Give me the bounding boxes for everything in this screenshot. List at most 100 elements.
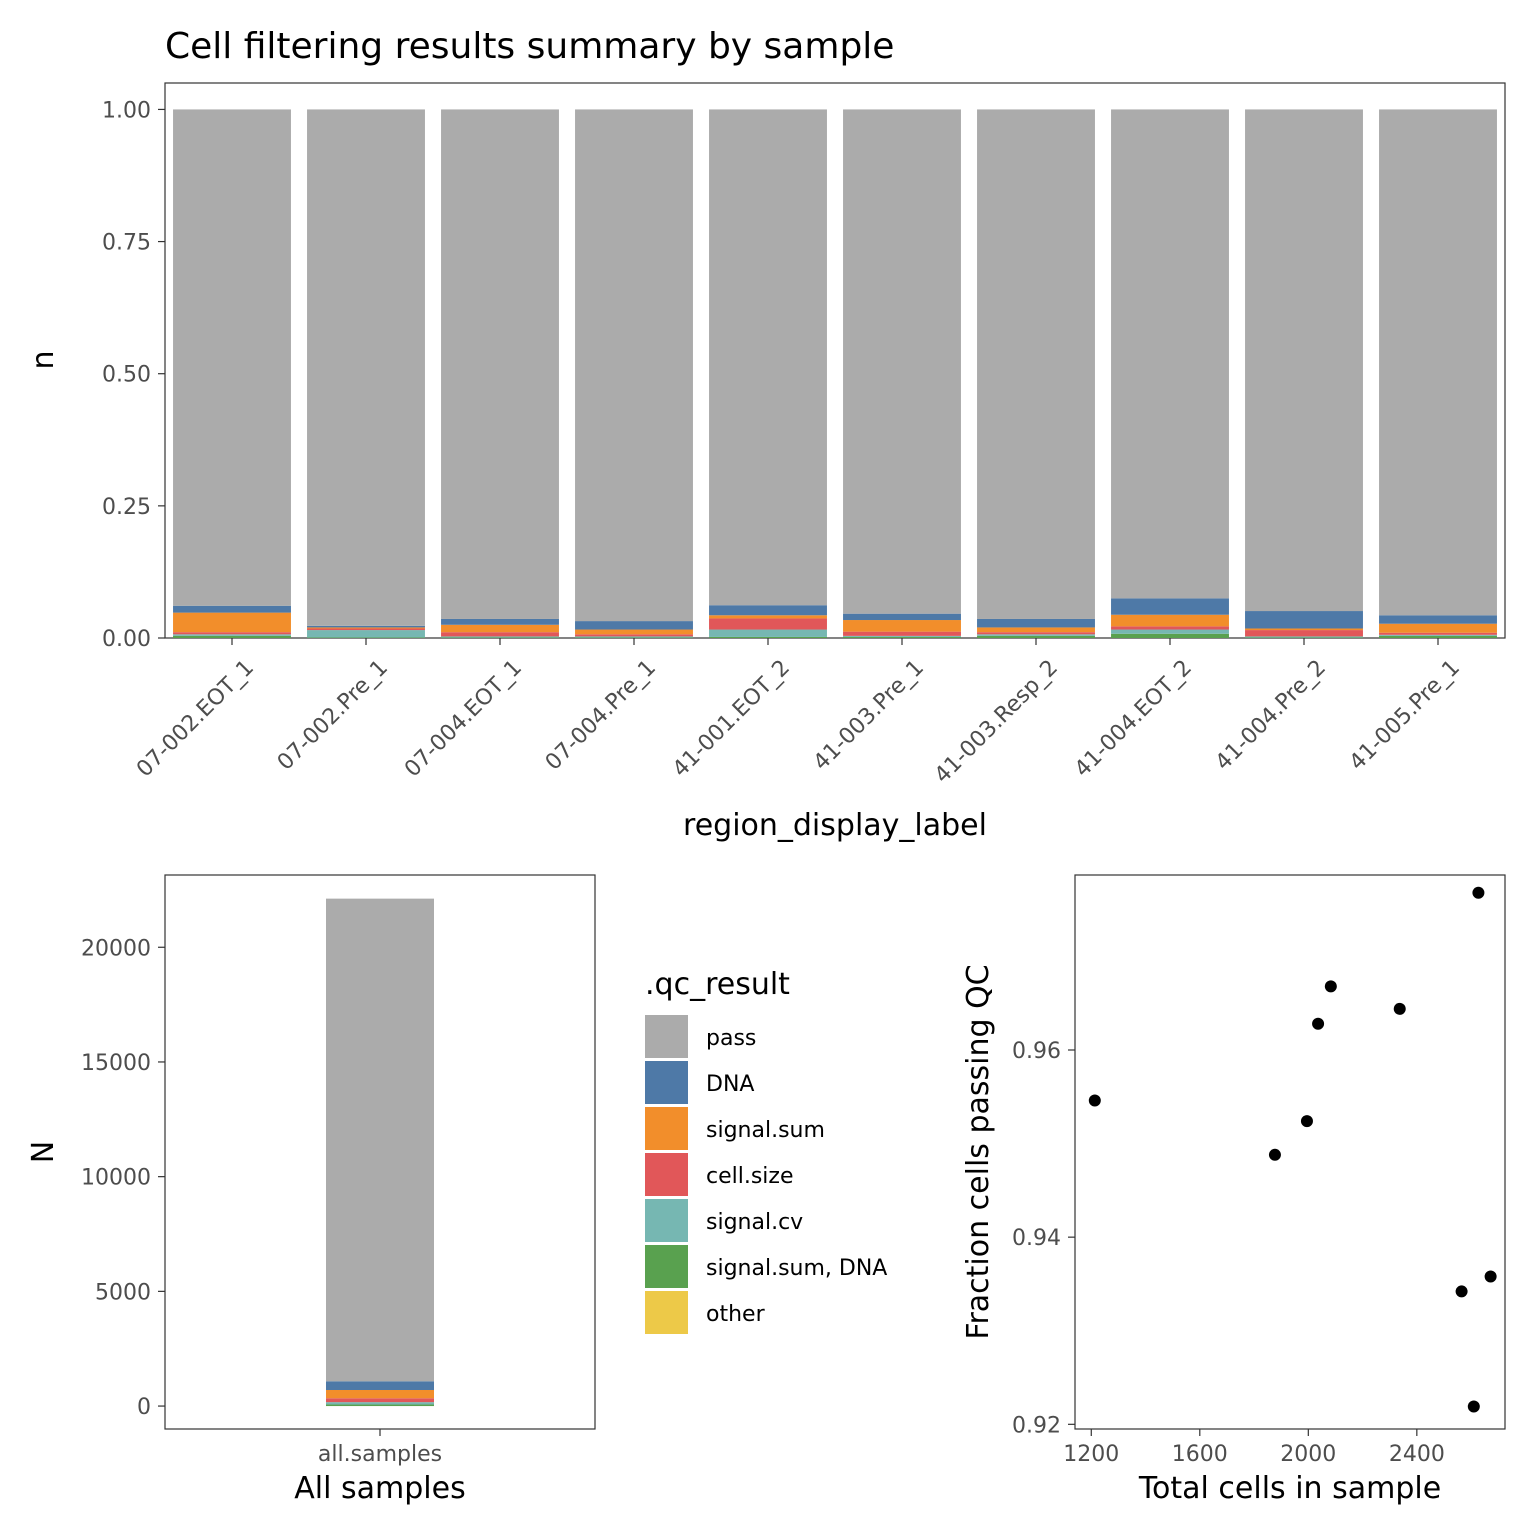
bar-07-004-eot-1-dna: [441, 618, 559, 625]
legend-swatch-pass: [645, 1015, 688, 1058]
all-samples-bars: [326, 898, 434, 1407]
bar-07-002-eot-1-signal-cv: [173, 634, 291, 636]
legend-label-pass: pass: [706, 1026, 756, 1051]
bar-41-005-pre-1-pass: [1379, 109, 1497, 616]
top-x-tick-label: 07-004.Pre_1: [541, 655, 661, 775]
top-x-tick-label: 41-004.EOT_2: [1070, 655, 1197, 782]
legend-label-signal-sum: signal.sum: [706, 1118, 825, 1143]
bar-07-004-pre-1-signal-cv: [575, 636, 693, 638]
bar-07-002-pre-1-cell-size: [307, 628, 425, 631]
bar-07-002-eot-1-signal-sum-dna: [173, 635, 291, 638]
bar-41-005-pre-1-signal-sum-dna: [1379, 635, 1497, 638]
bar-07-004-pre-1-dna: [575, 621, 693, 630]
top-y-tick-label: 1.00: [102, 98, 151, 123]
bar-07-002-eot-1-pass: [173, 109, 291, 606]
all-samples-y-title: N: [26, 1141, 61, 1163]
top-x-tick-label: 41-001.EOT_2: [668, 655, 795, 782]
legend: .qc_result pass DNA signal.sum cell.size sig…: [645, 967, 887, 1334]
top-chart-y-title: n: [26, 350, 61, 369]
legend-title: .qc_result: [645, 967, 790, 1002]
all-samples-y-tick-label: 15000: [81, 1051, 151, 1076]
all-samples-x-title: All samples: [294, 1471, 465, 1506]
bar-41-004-eot-2-signal-sum: [1111, 614, 1229, 627]
bar-41-004-pre-2-cell-size: [1245, 630, 1363, 637]
top-x-tick-label: 07-002.Pre_1: [273, 655, 393, 775]
legend-swatch-signal-sum-dna: [645, 1245, 688, 1288]
bar-07-002-pre-1-signal-sum: [307, 627, 425, 629]
scatter-points: [1088, 886, 1497, 1413]
bar-07-002-eot-1-cell-size: [173, 632, 291, 635]
top-chart: 0.00 0.25 0.50 0.75 1.00 07-002.EOT_1 07-002.…: [26, 82, 1506, 843]
scatter-point: [1484, 1270, 1497, 1283]
legend-label-cell-size: cell.size: [706, 1164, 794, 1189]
all-samples-x-ticks: all.samples: [318, 1429, 442, 1467]
bar-41-004-pre-2-signal-sum-dna: [1245, 637, 1363, 638]
scatter-x-title: Total cells in sample: [1138, 1471, 1441, 1506]
legend-label-signal-cv: signal.cv: [706, 1210, 803, 1235]
bar-07-002-eot-1-dna: [173, 605, 291, 613]
bar-41-003-resp-2-pass: [977, 109, 1095, 619]
top-x-tick-label: 41-005.Pre_1: [1345, 655, 1465, 775]
bar-07-002-pre-1-signal-sum-dna: [307, 637, 425, 638]
bar-41-003-pre-1-signal-sum: [843, 620, 961, 632]
bar-41-005-pre-1-dna: [1379, 615, 1497, 624]
legend-swatch-other: [645, 1291, 688, 1334]
scatter-point: [1088, 1094, 1101, 1107]
bar-41-001-eot-2-dna: [709, 605, 827, 616]
bar-all-samples-signal-sum-dna: [326, 1404, 434, 1407]
bar-41-001-eot-2-cell-size: [709, 618, 827, 630]
bar-41-003-resp-2-signal-sum: [977, 627, 1095, 633]
scatter-point: [1312, 1017, 1325, 1030]
scatter-y-ticks: 0.92 0.94 0.96: [1012, 1039, 1075, 1438]
scatter-y-tick-label: 0.96: [1012, 1039, 1061, 1064]
legend-label-dna: DNA: [706, 1072, 754, 1097]
legend-label-other: other: [706, 1302, 766, 1327]
all-samples-y-tick-label: 10000: [81, 1166, 151, 1191]
legend-swatch-signal-cv: [645, 1199, 688, 1242]
scatter-x-ticks: 1200 1600 2000 2400: [1063, 1429, 1445, 1467]
bar-all-samples-pass: [326, 898, 434, 1382]
legend-swatch-dna: [645, 1061, 688, 1104]
top-chart-x-ticks: 07-002.EOT_1 07-002.Pre_1 07-004.EOT_1 07-0…: [132, 638, 1465, 788]
scatter-point: [1455, 1285, 1468, 1298]
bar-41-004-pre-2-signal-cv: [1245, 636, 1363, 638]
top-x-tick-label: 41-004.Pre_2: [1211, 655, 1331, 775]
chart-title: Cell filtering results summary by sample: [165, 26, 894, 67]
top-x-tick-label: 41-003.Resp_2: [930, 655, 1063, 788]
bar-07-004-pre-1-cell-size: [575, 634, 693, 637]
bar-41-001-eot-2-signal-sum-dna: [709, 636, 827, 638]
all-samples-y-tick-label: 20000: [81, 936, 151, 961]
all-samples-chart: 0 5000 10000 15000 20000 all.samples All sam…: [26, 874, 596, 1506]
all-samples-y-tick-label: 0: [137, 1395, 151, 1420]
bar-41-001-eot-2-signal-sum: [709, 615, 827, 619]
bar-41-003-pre-1-signal-cv: [843, 635, 961, 637]
bar-41-005-pre-1-signal-sum: [1379, 623, 1497, 633]
legend-swatch-cell-size: [645, 1153, 688, 1196]
bar-all-samples-signal-sum: [326, 1390, 434, 1399]
bar-07-002-pre-1-signal-cv: [307, 630, 425, 638]
bar-07-004-eot-1-signal-sum-dna: [441, 637, 559, 638]
legend-swatch-signal-sum: [645, 1107, 688, 1150]
scatter-x-tick-label: 2400: [1389, 1442, 1445, 1467]
bar-07-002-pre-1-dna: [307, 625, 425, 628]
bar-07-004-eot-1-pass: [441, 109, 559, 619]
bar-41-003-resp-2-dna: [977, 618, 1095, 628]
scatter-y-tick-label: 0.94: [1012, 1226, 1061, 1251]
top-x-tick-label: 07-004.EOT_1: [400, 655, 527, 782]
bar-41-004-pre-2-pass: [1245, 109, 1363, 612]
scatter-point: [1467, 1400, 1480, 1413]
bar-41-005-pre-1-signal-cv: [1379, 634, 1497, 636]
top-chart-bars: [173, 109, 1497, 638]
bar-41-001-eot-2-signal-cv: [709, 629, 827, 637]
top-y-tick-label: 0.25: [102, 495, 151, 520]
scatter-point: [1324, 980, 1337, 993]
scatter-point: [1268, 1148, 1281, 1161]
bar-41-003-resp-2-signal-sum-dna: [977, 635, 1095, 638]
bar-41-004-eot-2-signal-sum-dna: [1111, 633, 1229, 638]
top-x-tick-label: 07-002.EOT_1: [132, 655, 259, 782]
bar-all-samples-dna: [326, 1381, 434, 1391]
bar-07-002-eot-1-signal-sum: [173, 612, 291, 633]
top-chart-y-ticks: 0.00 0.25 0.50 0.75 1.00: [102, 98, 165, 652]
bar-07-004-eot-1-signal-cv: [441, 636, 559, 638]
